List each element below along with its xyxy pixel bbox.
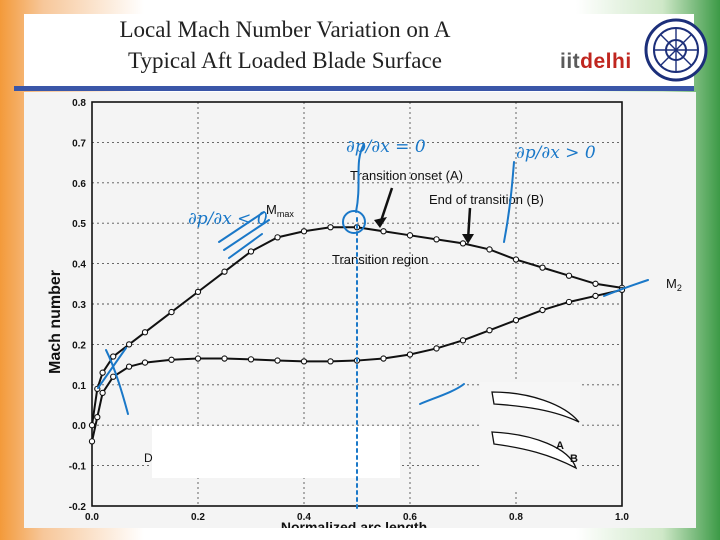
- y-tick-label: 0.3: [72, 300, 86, 311]
- series-2-point: [565, 298, 573, 306]
- annotation-end-of-transition: End of transition (B): [429, 192, 544, 207]
- series-2-point: [125, 363, 133, 370]
- handwritten-middle: ∂p/∂x = 0: [346, 137, 426, 157]
- x-tick-label: 0.0: [85, 512, 99, 523]
- blade-inset: A B: [480, 382, 580, 490]
- series-2-point: [327, 358, 334, 365]
- title-line-2: Typical Aft Loaded Blade Surface: [128, 48, 442, 73]
- inset-label-d: D: [144, 451, 153, 465]
- annotation-transition-region: Transition region: [332, 252, 428, 267]
- x-tick-label: 0.6: [403, 512, 417, 523]
- series-2-point: [300, 358, 308, 365]
- handwritten-markup: [97, 143, 649, 513]
- logo-iit: iit: [560, 50, 581, 73]
- series-2-point: [221, 355, 228, 362]
- y-tick-label: 0.0: [72, 421, 86, 432]
- series-1-point: [88, 422, 96, 429]
- series-1-point: [433, 236, 440, 243]
- cover-box: [152, 426, 400, 478]
- series-2-point: [141, 359, 149, 366]
- series-2-point: [512, 317, 520, 324]
- m2-subscript: 2: [677, 283, 682, 293]
- y-tick-label: -0.2: [69, 502, 87, 513]
- series-2-point: [88, 438, 96, 445]
- series-1-point: [141, 329, 149, 336]
- annotation-transition-onset: Transition onset (A): [350, 168, 463, 183]
- arrow-onset-head: [374, 217, 387, 228]
- y-tick-label: 0.5: [72, 219, 86, 230]
- series-1-point: [300, 228, 308, 235]
- series-1-point: [592, 280, 599, 287]
- annotation-m2: M2: [666, 276, 682, 293]
- iitd-logo-text: iitdelhi: [560, 50, 632, 74]
- series-1-point: [194, 288, 202, 296]
- blade-bottom-icon: [491, 431, 578, 470]
- x-tick-label: 0.8: [509, 512, 523, 523]
- series-2-point: [486, 327, 493, 334]
- title-line-1: Local Mach Number Variation on A: [119, 17, 451, 42]
- series-1-point: [327, 224, 334, 231]
- series-2-point: [247, 356, 255, 363]
- m-max-subscript: max: [277, 209, 295, 219]
- series-2-point: [433, 345, 440, 352]
- series-1-point: [565, 272, 573, 279]
- chart-series: [88, 224, 626, 445]
- handwritten-right: ∂p/∂x > 0: [516, 143, 596, 163]
- series-1-point: [539, 264, 546, 271]
- y-tick-label: 0.4: [72, 260, 86, 271]
- y-tick-label: 0.6: [72, 179, 86, 190]
- series-1-point: [110, 353, 117, 360]
- series-2-point: [459, 337, 467, 344]
- series-1-point: [247, 248, 255, 255]
- y-tick-label: 0.1: [72, 381, 86, 392]
- series-1-point: [99, 369, 106, 376]
- y-axis-label: Mach number: [47, 270, 64, 374]
- title-panel: [24, 14, 694, 86]
- series-2-point: [110, 373, 117, 380]
- x-axis-label: Normalized arc length: [281, 519, 427, 528]
- annotation-m-max: Mmax: [266, 202, 294, 219]
- series-1-point: [380, 228, 387, 235]
- series-1-point: [221, 268, 228, 275]
- chart-ticks: -0.2 -0.1 0.0 0.1 0.2 0.3 0.4 0.5 0.6 0.7 0.8 0.0 0.…: [69, 98, 630, 523]
- series-2-point: [94, 413, 101, 421]
- series-1-point: [512, 256, 520, 263]
- y-tick-label: 0.2: [72, 340, 86, 351]
- series-1-point: [486, 246, 493, 253]
- series-2-point: [168, 356, 175, 363]
- arrow-onset: [378, 187, 394, 225]
- inset-label-b: B: [570, 453, 578, 465]
- iitd-emblem-icon: [644, 18, 708, 82]
- x-tick-label: 0.2: [191, 512, 205, 523]
- series-1-point: [274, 234, 281, 241]
- y-tick-label: 0.7: [72, 138, 86, 149]
- inset-label-a: A: [556, 440, 564, 452]
- m2-letter: M: [666, 276, 677, 291]
- series-2-point: [592, 292, 599, 300]
- series-2-point: [380, 355, 387, 362]
- series-2-point: [406, 351, 414, 358]
- series-1-point: [459, 240, 467, 247]
- arrow-end-head: [462, 234, 474, 244]
- title-rule: [14, 86, 694, 91]
- series-2-point: [274, 357, 281, 364]
- handwritten-left: ∂p/∂x < 0: [188, 209, 268, 229]
- blade-top-icon: [491, 391, 580, 423]
- series-1-point: [406, 232, 414, 239]
- y-tick-label: 0.8: [72, 98, 86, 109]
- x-tick-label: 0.4: [297, 512, 311, 523]
- y-tick-label: -0.1: [69, 462, 87, 473]
- mach-number-chart: -0.2 -0.1 0.0 0.1 0.2 0.3 0.4 0.5 0.6 0.7 0.8 0.0 0.…: [24, 92, 696, 528]
- m-max-letter: M: [266, 202, 277, 217]
- x-tick-label: 1.0: [615, 512, 629, 523]
- series-1-point: [125, 341, 133, 348]
- series-2-point: [99, 389, 106, 397]
- series-2-point: [194, 355, 202, 362]
- series-line-1: [91, 226, 623, 426]
- logo-delhi: delhi: [580, 50, 632, 73]
- series-1-point: [168, 308, 175, 316]
- series-2-point: [539, 306, 546, 314]
- slide-title: Local Mach Number Variation on A Typical…: [60, 14, 510, 76]
